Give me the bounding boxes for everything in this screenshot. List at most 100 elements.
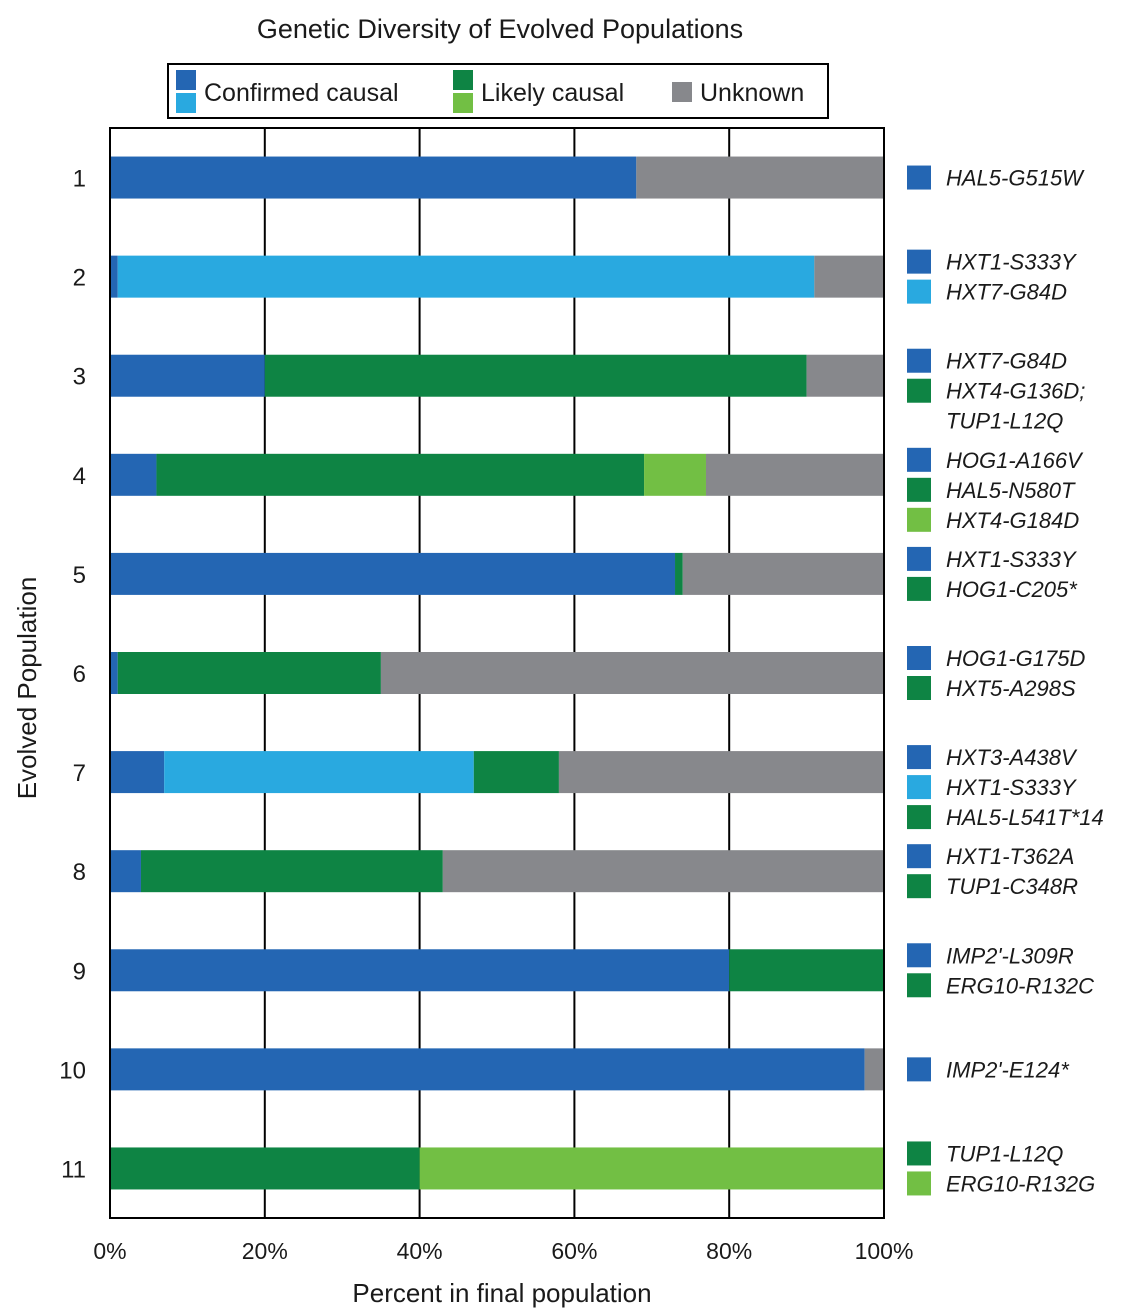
mutation-swatch: [907, 576, 931, 601]
mutation-swatch: [907, 546, 931, 571]
mutation-label: HAL5-N580T: [946, 478, 1076, 503]
mutation-label: HXT3-A438V: [946, 745, 1078, 770]
mutation-swatch: [907, 775, 931, 800]
mutation-annotations: HAL5-G515W HXT1-S333Y HXT7-G84D HXT7-G84D HX…: [907, 165, 1104, 1196]
mutation-label: HXT7-G84D: [946, 280, 1067, 305]
mutation-label: HXT7-G84D: [946, 349, 1067, 374]
mutation-swatch: [907, 447, 931, 472]
mutation-swatch: [907, 1141, 931, 1166]
legend-swatch: [453, 70, 473, 90]
bar-segment-unknown: [864, 1048, 884, 1091]
legend-swatch: [176, 70, 196, 90]
mutation-swatch: [907, 1171, 931, 1196]
bar-segment-likely-light: [419, 1147, 884, 1190]
bar-segment-unknown: [814, 255, 884, 298]
mutation-swatch: [907, 1057, 931, 1082]
bar-segment-confirmed-light: [117, 255, 815, 298]
bar-segment-likely-dark: [140, 850, 443, 893]
legend-swatch: [453, 93, 473, 113]
legend-swatch: [176, 93, 196, 113]
mutation-swatch: [907, 378, 931, 403]
bar-segment-confirmed-dark: [110, 552, 676, 595]
bar-segment-likely-dark: [110, 1147, 420, 1190]
bar-segment-confirmed-light: [164, 751, 474, 794]
y-tick-label: 11: [61, 1156, 86, 1183]
mutation-swatch: [907, 943, 931, 968]
mutation-label: HXT5-A298S: [946, 676, 1076, 701]
legend-label: Likely causal: [481, 79, 624, 107]
mutation-label: HOG1-C205*: [946, 577, 1078, 602]
mutation-label: HAL5-L541T*14: [946, 805, 1104, 830]
mutation-label: TUP1-L12Q: [946, 1141, 1063, 1166]
mutation-swatch: [907, 874, 931, 899]
legend-box: [167, 63, 829, 119]
bar-segment-confirmed-dark: [110, 156, 637, 199]
bar-segment-likely-dark: [117, 652, 381, 694]
y-tick-label: 3: [73, 364, 86, 391]
mutation-label: HXT1-T362A: [946, 844, 1074, 869]
chart-title: Genetic Diversity of Evolved Populations: [257, 14, 743, 44]
y-tick-label: 2: [73, 265, 86, 292]
bar-segment-confirmed-dark: [110, 949, 730, 992]
y-tick-label: 4: [73, 463, 86, 490]
bar-segment-unknown: [380, 652, 884, 694]
legend-label: Confirmed causal: [204, 79, 399, 107]
mutation-swatch: [907, 348, 931, 373]
bar-segment-unknown: [636, 156, 884, 199]
x-axis-label: Percent in final population: [352, 1278, 651, 1308]
plot-frame: [109, 127, 885, 1219]
bar-segment-likely-dark: [675, 552, 683, 595]
y-axis-label: Evolved Population: [12, 577, 42, 800]
y-tick-label: 7: [73, 760, 86, 787]
mutation-label: HXT4-G184D: [946, 508, 1079, 533]
mutation-swatch: [907, 279, 931, 304]
mutation-label: HAL5-G515W: [946, 166, 1085, 191]
x-tick-label: 60%: [551, 1238, 597, 1264]
legend-swatch: [672, 82, 692, 102]
mutation-label: ERG10-R132G: [946, 1171, 1095, 1196]
mutation-label: HXT1-S333Y: [946, 547, 1077, 572]
bar-segment-confirmed-dark: [110, 652, 118, 694]
mutation-swatch: [907, 249, 931, 274]
y-tick-label: 1: [73, 166, 86, 193]
mutation-swatch: [907, 844, 931, 869]
mutation-swatch: [907, 676, 931, 700]
bar-segment-unknown: [682, 552, 884, 595]
bar-segment-unknown: [806, 354, 884, 397]
mutation-label: IMP2'-L309R: [946, 943, 1074, 968]
bars: [110, 156, 884, 1190]
bar-segment-confirmed-dark: [110, 255, 118, 298]
bar-segment-likely-dark: [264, 354, 807, 397]
mutation-label: HXT1-S333Y: [946, 250, 1077, 275]
mutation-label: TUP1-C348R: [946, 874, 1078, 899]
mutation-label: TUP1-L12Q: [946, 409, 1063, 434]
legend: Confirmed causal Likely causal Unknown: [167, 63, 829, 119]
plot-border: [109, 127, 885, 1219]
mutation-label: HOG1-A166V: [946, 448, 1084, 473]
y-tick-label: 6: [73, 661, 86, 688]
mutation-label: ERG10-R132C: [946, 973, 1094, 998]
bar-segment-likely-dark: [156, 453, 645, 496]
bar-segment-unknown: [442, 850, 884, 893]
bar-segment-confirmed-dark: [110, 354, 265, 397]
mutation-label: HXT4-G136D;: [946, 379, 1085, 404]
x-tick-label: 100%: [855, 1238, 914, 1264]
bar-segment-confirmed-dark: [110, 751, 165, 794]
mutation-swatch: [907, 973, 931, 998]
y-tick-label: 10: [59, 1057, 86, 1084]
mutation-label: HXT1-S333Y: [946, 775, 1077, 800]
x-tick-label: 80%: [706, 1238, 752, 1264]
x-tick-label: 40%: [397, 1238, 443, 1264]
mutation-label: IMP2'-E124*: [946, 1057, 1070, 1082]
legend-label: Unknown: [700, 79, 804, 107]
bar-segment-confirmed-dark: [110, 1048, 865, 1091]
y-tick-label: 8: [73, 859, 86, 886]
mutation-swatch: [907, 745, 931, 770]
x-tick-label: 20%: [242, 1238, 288, 1264]
mutation-swatch: [907, 477, 931, 502]
y-tick-label: 9: [73, 958, 86, 985]
mutation-swatch: [907, 507, 931, 532]
y-tick-label: 5: [73, 562, 86, 589]
bar-segment-likely-dark: [473, 751, 559, 794]
